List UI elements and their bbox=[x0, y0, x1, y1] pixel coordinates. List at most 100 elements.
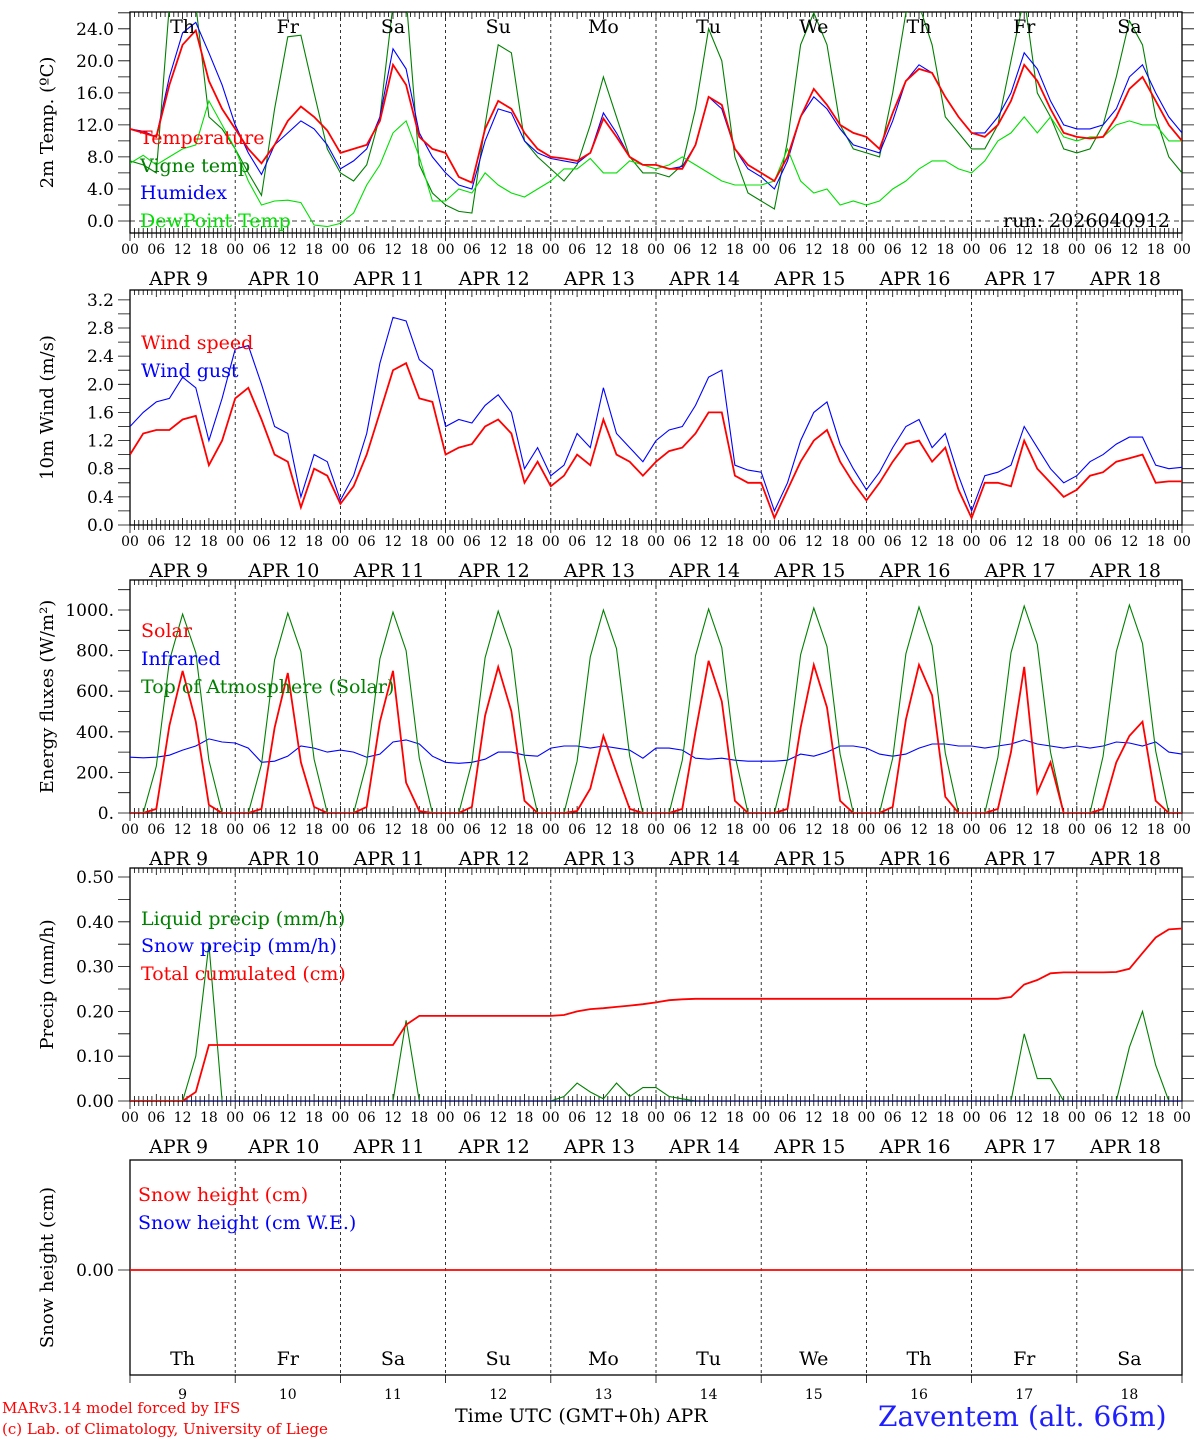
hour-label: 06 bbox=[358, 242, 376, 258]
weekday-label: Mo bbox=[588, 16, 619, 38]
hour-label: 00 bbox=[857, 534, 875, 550]
y-tick-label: 0.20 bbox=[76, 1002, 114, 1022]
hour-label: 00 bbox=[542, 1110, 560, 1126]
hour-label: 18 bbox=[621, 242, 639, 258]
hour-label: 18 bbox=[305, 534, 323, 550]
time-ticks bbox=[129, 1375, 1183, 1383]
hour-label: 18 bbox=[621, 534, 639, 550]
y-tick-label: 1.6 bbox=[87, 403, 114, 423]
hour-label: 18 bbox=[831, 1110, 849, 1126]
time-ticks bbox=[129, 290, 1183, 533]
hour-label: 00 bbox=[1068, 534, 1086, 550]
date-label: APR 18 bbox=[1089, 560, 1161, 582]
date-label: APR 14 bbox=[668, 848, 740, 870]
y-tick-label: 600. bbox=[76, 682, 114, 702]
date-label: APR 14 bbox=[668, 560, 740, 582]
y-ticks bbox=[118, 299, 1194, 526]
y-tick-label: 400. bbox=[76, 723, 114, 743]
day-number-label: 12 bbox=[489, 1387, 507, 1403]
date-label: APR 16 bbox=[878, 560, 950, 582]
day-number-label: 9 bbox=[178, 1387, 187, 1403]
hour-label: 12 bbox=[1120, 1110, 1138, 1126]
hour-label: 06 bbox=[989, 534, 1007, 550]
y-tick-label: 8.0 bbox=[87, 148, 114, 168]
hour-label: 12 bbox=[1015, 534, 1033, 550]
legend-solar: Solar bbox=[141, 620, 193, 642]
y-tick-label: 0.4 bbox=[87, 488, 114, 508]
date-label: APR 10 bbox=[247, 848, 319, 870]
y-tick-label: 0.0 bbox=[87, 212, 114, 232]
hour-label: 06 bbox=[358, 534, 376, 550]
y-tick-label: 3.2 bbox=[87, 291, 114, 311]
hour-label: 00 bbox=[437, 822, 455, 838]
day-number-label: 18 bbox=[1120, 1387, 1138, 1403]
hour-label: 12 bbox=[910, 242, 928, 258]
y-tick-label: 0.00 bbox=[76, 1261, 114, 1281]
date-label: APR 11 bbox=[352, 1136, 424, 1158]
date-label: APR 12 bbox=[458, 1136, 530, 1158]
hour-label: 06 bbox=[1094, 534, 1112, 550]
hour-label: 12 bbox=[594, 534, 612, 550]
hour-label: 06 bbox=[989, 1110, 1007, 1126]
weekday-label: We bbox=[799, 16, 828, 38]
y-tick-label: 2.4 bbox=[87, 347, 114, 367]
hour-label: 12 bbox=[1015, 1110, 1033, 1126]
time-axis-label: Time UTC (GMT+0h) APR bbox=[455, 1405, 708, 1427]
date-label: APR 11 bbox=[352, 560, 424, 582]
hour-label: 06 bbox=[673, 242, 691, 258]
date-label: APR 9 bbox=[148, 268, 208, 290]
weekday-label: Fr bbox=[277, 16, 300, 38]
hour-label: 18 bbox=[200, 242, 218, 258]
hour-label: 18 bbox=[410, 822, 428, 838]
hour-label: 06 bbox=[779, 534, 797, 550]
weekday-label: Sa bbox=[1117, 16, 1141, 38]
hour-label: 18 bbox=[200, 534, 218, 550]
hour-label: 12 bbox=[700, 1110, 718, 1126]
hour-label: 18 bbox=[1147, 242, 1165, 258]
y-tick-label: 2.0 bbox=[87, 375, 114, 395]
hour-label: 18 bbox=[621, 1110, 639, 1126]
hour-label: 12 bbox=[489, 534, 507, 550]
y-tick-label: 0.00 bbox=[76, 1092, 114, 1112]
date-label: APR 10 bbox=[247, 268, 319, 290]
weekday-label: Sa bbox=[381, 1348, 405, 1370]
weekday-label: Sa bbox=[1117, 1348, 1141, 1370]
date-label: APR 11 bbox=[352, 848, 424, 870]
hour-label: 06 bbox=[1094, 822, 1112, 838]
hour-label: 18 bbox=[305, 242, 323, 258]
hour-label: 12 bbox=[1120, 242, 1138, 258]
hour-label: 18 bbox=[1042, 242, 1060, 258]
legend-snow-precip-mm-h-: Snow precip (mm/h) bbox=[141, 935, 337, 957]
hour-label: 12 bbox=[384, 1110, 402, 1126]
hour-label: 12 bbox=[174, 534, 192, 550]
y-tick-label: 1.2 bbox=[87, 432, 114, 452]
hour-label: 12 bbox=[384, 822, 402, 838]
hour-label: 06 bbox=[568, 534, 586, 550]
y-tick-label: 800. bbox=[76, 642, 114, 662]
day-number-label: 15 bbox=[805, 1387, 823, 1403]
hour-label: 00 bbox=[226, 534, 244, 550]
hour-label: 18 bbox=[516, 822, 534, 838]
date-label: APR 13 bbox=[563, 268, 635, 290]
hour-label: 18 bbox=[936, 534, 954, 550]
hour-label: 06 bbox=[147, 242, 165, 258]
date-label: APR 17 bbox=[984, 1136, 1056, 1158]
legend-top-of-atmosphere-solar-: Top of Atmosphere (Solar) bbox=[141, 676, 394, 698]
legend-snow-height-cm-: Snow height (cm) bbox=[138, 1184, 308, 1206]
legend-temperature: Temperature bbox=[140, 127, 264, 149]
hour-label: 18 bbox=[1042, 822, 1060, 838]
y-tick-label: 0.40 bbox=[76, 913, 114, 933]
hour-label: 00 bbox=[437, 242, 455, 258]
hour-label: 00 bbox=[331, 822, 349, 838]
hour-label: 12 bbox=[174, 1110, 192, 1126]
weekday-label: Tu bbox=[696, 16, 721, 38]
series-line-solar bbox=[130, 660, 1182, 813]
hour-label: 12 bbox=[805, 534, 823, 550]
hour-label: 00 bbox=[752, 1110, 770, 1126]
hour-label: 00 bbox=[226, 242, 244, 258]
hour-label: 06 bbox=[779, 822, 797, 838]
date-label: APR 17 bbox=[984, 268, 1056, 290]
hour-label: 12 bbox=[700, 242, 718, 258]
hour-label: 06 bbox=[358, 1110, 376, 1126]
hour-label: 06 bbox=[253, 534, 271, 550]
